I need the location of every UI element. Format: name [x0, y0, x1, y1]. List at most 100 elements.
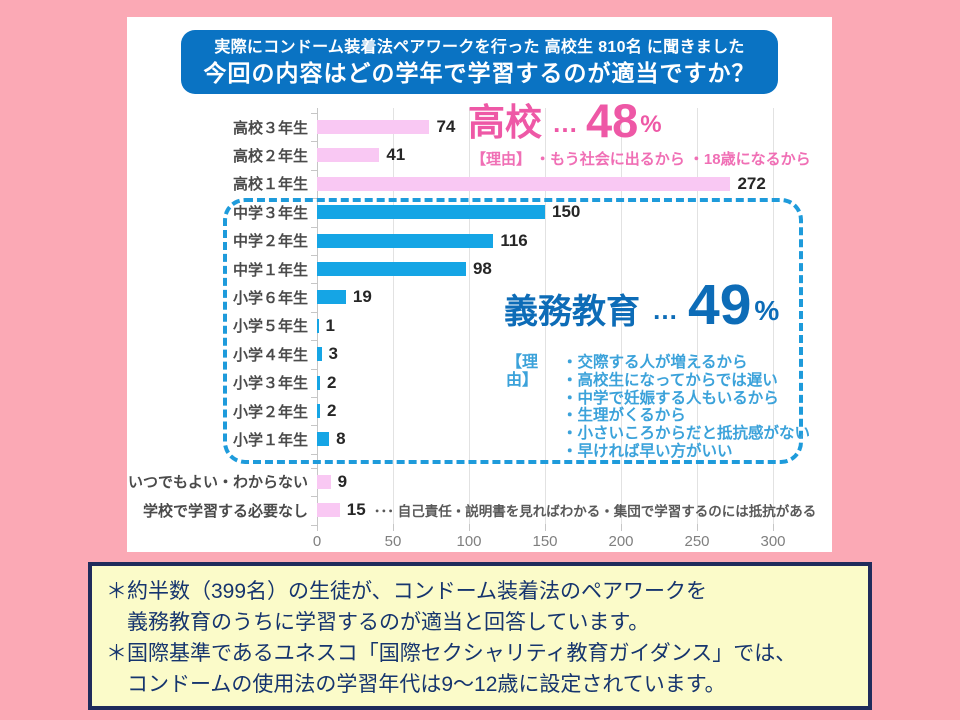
bar: [317, 290, 346, 305]
axis-tick: [311, 453, 317, 455]
value-label: 2: [327, 372, 337, 392]
axis-tick: [311, 496, 317, 498]
x-axis-tick-label: 200: [608, 533, 634, 550]
axis-tick: [311, 425, 317, 427]
x-axis-tick-label: 0: [312, 533, 322, 550]
category-label: 小学４年生: [232, 346, 308, 364]
compulsory-reasons: 【理由】 ・交際する人が増えるから ・高校生になってからでは遅い ・中学で妊娠す…: [506, 354, 810, 461]
axis-tick: [393, 524, 394, 531]
axis-tick: [311, 226, 317, 228]
bar-row: 小学５年生 1: [127, 312, 832, 340]
header-subtitle: 実際にコンドーム装着法ペアワークを行った 高校生 810名 に聞きました: [214, 39, 745, 56]
axis-tick: [311, 283, 317, 285]
compulsory-education-dashed-box: [223, 198, 803, 464]
bar: [317, 148, 380, 163]
gridline: [469, 108, 470, 524]
category-label: 高校１年生: [232, 176, 308, 194]
header-box: 実際にコンドーム装着法ペアワークを行った 高校生 810名 に聞きました 今回の…: [181, 30, 778, 94]
category-label: いつでもよい・わからない: [127, 474, 308, 492]
highschool-dots: …: [552, 107, 578, 138]
value-label: 2: [327, 401, 337, 420]
bar-row: 高校１年生 272: [127, 170, 832, 198]
category-label: 中学２年生: [232, 233, 308, 251]
value-label: 9: [337, 471, 348, 491]
bar-row: 学校で学習する必要なし 15 ･･･ 自己責任・説明書を見ればわかる・集団で学習する…: [127, 496, 832, 524]
bar-row: 中学１年生 98: [127, 255, 832, 283]
highschool-percent-sign: %: [640, 110, 662, 138]
axis-tick: [311, 141, 317, 143]
bar: [317, 432, 330, 447]
bar: [317, 262, 466, 276]
axis-tick: [311, 467, 317, 469]
compulsory-reasons-list: ・交際する人が増えるから ・高校生になってからでは遅い ・中学で妊娠する人もいる…: [562, 354, 810, 461]
value-label: 272: [737, 173, 766, 193]
axis-tick: [545, 524, 546, 531]
x-axis-tick-label: 50: [384, 533, 402, 550]
value-label: 1: [325, 315, 335, 335]
value-label: 116: [500, 230, 528, 250]
note-line: ＊約半数（399名）の生徒が、コンドーム装着法のペアワークを: [106, 580, 707, 603]
bar: [317, 176, 731, 191]
note-line: コンドームの使用法の学習年代は9～12歳に設定されています。: [106, 673, 726, 696]
bar-row: 中学３年生 150: [127, 198, 832, 226]
bar: [317, 503, 340, 518]
gridline: [621, 108, 622, 524]
category-label: 小学３年生: [232, 375, 308, 393]
value-label: 3: [328, 344, 339, 364]
bar-row: 小学２年生 2: [127, 397, 832, 425]
reason-item: ・高校生になってからでは遅い: [562, 371, 778, 389]
axis-tick: [311, 255, 317, 256]
category-label: 小学１年生: [232, 431, 308, 449]
category-label: 中学１年生: [232, 261, 308, 279]
bar-row: 高校２年生 41: [127, 141, 832, 169]
x-axis-tick-label: 100: [456, 533, 482, 550]
bar: [317, 375, 321, 390]
x-axis-tick-label: 300: [760, 533, 786, 550]
gridline: [545, 108, 546, 524]
value-label: 98: [472, 259, 492, 278]
x-axis-tick-label: 150: [532, 533, 558, 550]
bar-row: 小学１年生 8: [127, 425, 832, 453]
bar: [317, 474, 331, 489]
header-title: 今回の内容はどの学年で学習するのが適当ですか？: [203, 60, 756, 86]
bar-row: 中学２年生 116: [127, 227, 832, 255]
reason-item: ・生理がくるから: [562, 407, 686, 425]
value-label: 19: [352, 287, 372, 307]
highschool-reasons: 【理由】 ・もう社会に出るから ・18歳になるから: [471, 151, 811, 168]
note-line: 義務教育のうちに学習するのが適当と回答しています。: [106, 611, 650, 634]
reason-item: ・小さいころからだと抵抗感がない: [562, 425, 811, 443]
value-label: 150: [552, 202, 581, 222]
category-label: 小学５年生: [232, 318, 308, 336]
axis-tick: [773, 524, 774, 531]
axis-tick: [311, 311, 317, 313]
axis-tick: [697, 524, 698, 531]
value-label: 8: [336, 429, 346, 449]
bar-row: 小学６年生 19: [127, 283, 832, 311]
axis-tick: [469, 524, 470, 531]
bar: [317, 404, 321, 418]
value-label: 15: [346, 500, 366, 520]
compulsory-dots: …: [652, 294, 678, 325]
compulsory-label: 義務教育: [504, 292, 640, 331]
chart-panel: 実際にコンドーム装着法ペアワークを行った 高校生 810名 に聞きました 今回の…: [127, 17, 832, 552]
axis-tick: [311, 113, 317, 114]
compulsory-percent: 49: [688, 273, 752, 337]
compulsory-reasons-label: 【理由】: [506, 354, 539, 389]
bar: [317, 318, 319, 333]
note-line: ＊国際基準であるユネスコ「国際セクシャリティ教育ガイダンス」では、: [106, 642, 797, 665]
gridline: [393, 108, 394, 524]
category-label: 中学３年生: [232, 204, 308, 222]
axis-tick: [311, 397, 317, 398]
value-label: 41: [386, 145, 406, 165]
category-label: 小学２年生: [232, 403, 308, 421]
bar: [317, 347, 322, 362]
bar: [317, 120, 430, 134]
value-label: 74: [436, 117, 456, 136]
axis-tick: [311, 368, 317, 370]
gridline: [773, 108, 774, 524]
bar: [317, 233, 494, 248]
axis-tick: [311, 169, 317, 171]
axis-tick: [311, 524, 317, 526]
category-label: 高校２年生: [232, 147, 308, 165]
